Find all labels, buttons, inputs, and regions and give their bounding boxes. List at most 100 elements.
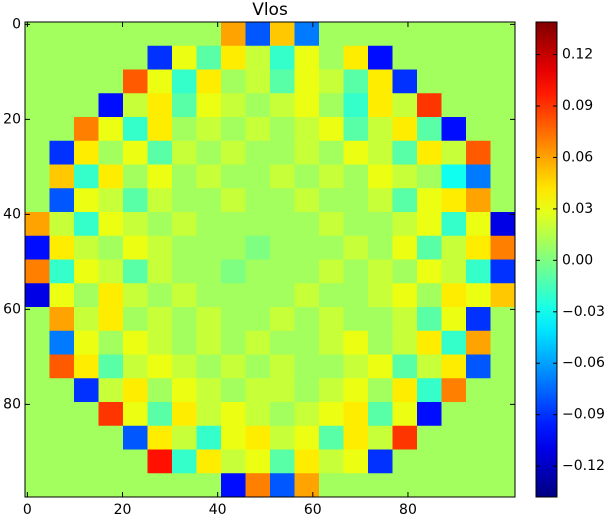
cell <box>270 235 295 260</box>
cell <box>392 354 418 379</box>
cell <box>245 117 271 142</box>
cell <box>319 378 344 403</box>
cell <box>172 283 197 308</box>
cell <box>74 449 99 474</box>
cell <box>392 259 418 284</box>
cell <box>490 188 516 213</box>
cell <box>343 283 369 308</box>
cell <box>466 354 491 379</box>
cell <box>441 425 467 450</box>
cell <box>172 45 197 70</box>
cell <box>49 283 75 308</box>
cell <box>368 164 393 189</box>
cell <box>343 212 369 237</box>
cell <box>147 212 173 237</box>
cell <box>25 22 50 47</box>
x-tick-label: 60 <box>304 502 322 518</box>
cell <box>25 117 50 142</box>
cell <box>245 93 271 118</box>
cell <box>25 449 50 474</box>
cell <box>343 449 369 474</box>
cell <box>441 45 467 70</box>
cell <box>319 330 344 355</box>
cell <box>319 140 344 165</box>
cell <box>147 378 173 403</box>
cell <box>466 402 491 427</box>
cell <box>343 473 369 498</box>
colorbar-tick-label: −0.06 <box>562 355 605 371</box>
cell <box>74 425 99 450</box>
cell <box>147 425 173 450</box>
cell <box>196 164 222 189</box>
cell <box>49 378 75 403</box>
cell <box>392 330 418 355</box>
cell <box>466 22 491 47</box>
cell <box>123 117 148 142</box>
cell <box>147 117 173 142</box>
cell <box>343 164 369 189</box>
cell <box>270 449 295 474</box>
cell <box>294 93 320 118</box>
cell <box>294 188 320 213</box>
cell <box>49 140 75 165</box>
cell <box>221 45 246 70</box>
cell <box>98 117 124 142</box>
cell <box>123 235 148 260</box>
cell <box>98 164 124 189</box>
cell <box>441 140 467 165</box>
cell <box>392 69 418 94</box>
cell <box>490 117 516 142</box>
cell <box>74 402 99 427</box>
cell <box>196 212 222 237</box>
cell <box>392 473 418 498</box>
cell <box>98 402 124 427</box>
cell <box>98 473 124 498</box>
cell <box>417 235 442 260</box>
cell <box>221 140 246 165</box>
cell <box>123 140 148 165</box>
cell <box>368 259 393 284</box>
cell <box>466 259 491 284</box>
cell <box>123 283 148 308</box>
cell <box>98 449 124 474</box>
cell <box>319 259 344 284</box>
cell <box>417 164 442 189</box>
cell <box>172 330 197 355</box>
cell <box>270 164 295 189</box>
cell <box>221 330 246 355</box>
cell <box>98 212 124 237</box>
cell <box>270 188 295 213</box>
cell <box>490 307 516 332</box>
cell <box>466 235 491 260</box>
cell <box>368 425 393 450</box>
cell <box>490 378 516 403</box>
cell <box>245 212 271 237</box>
cell <box>98 69 124 94</box>
cell <box>441 307 467 332</box>
cell <box>98 22 124 47</box>
cell <box>25 378 50 403</box>
cell <box>221 354 246 379</box>
cell <box>25 259 50 284</box>
cell <box>49 259 75 284</box>
cell <box>466 473 491 498</box>
cell <box>270 69 295 94</box>
cell <box>147 93 173 118</box>
cell <box>196 188 222 213</box>
cell <box>490 259 516 284</box>
cell <box>368 188 393 213</box>
cell <box>466 93 491 118</box>
cell <box>123 164 148 189</box>
cell <box>147 164 173 189</box>
cell <box>147 45 173 70</box>
cell <box>74 212 99 237</box>
cell <box>417 117 442 142</box>
colorbar-tick-label: −0.03 <box>562 304 605 320</box>
cell <box>417 45 442 70</box>
cell <box>441 283 467 308</box>
cell <box>319 164 344 189</box>
y-tick-label: 80 <box>3 396 21 412</box>
cell <box>343 93 369 118</box>
cell <box>490 69 516 94</box>
